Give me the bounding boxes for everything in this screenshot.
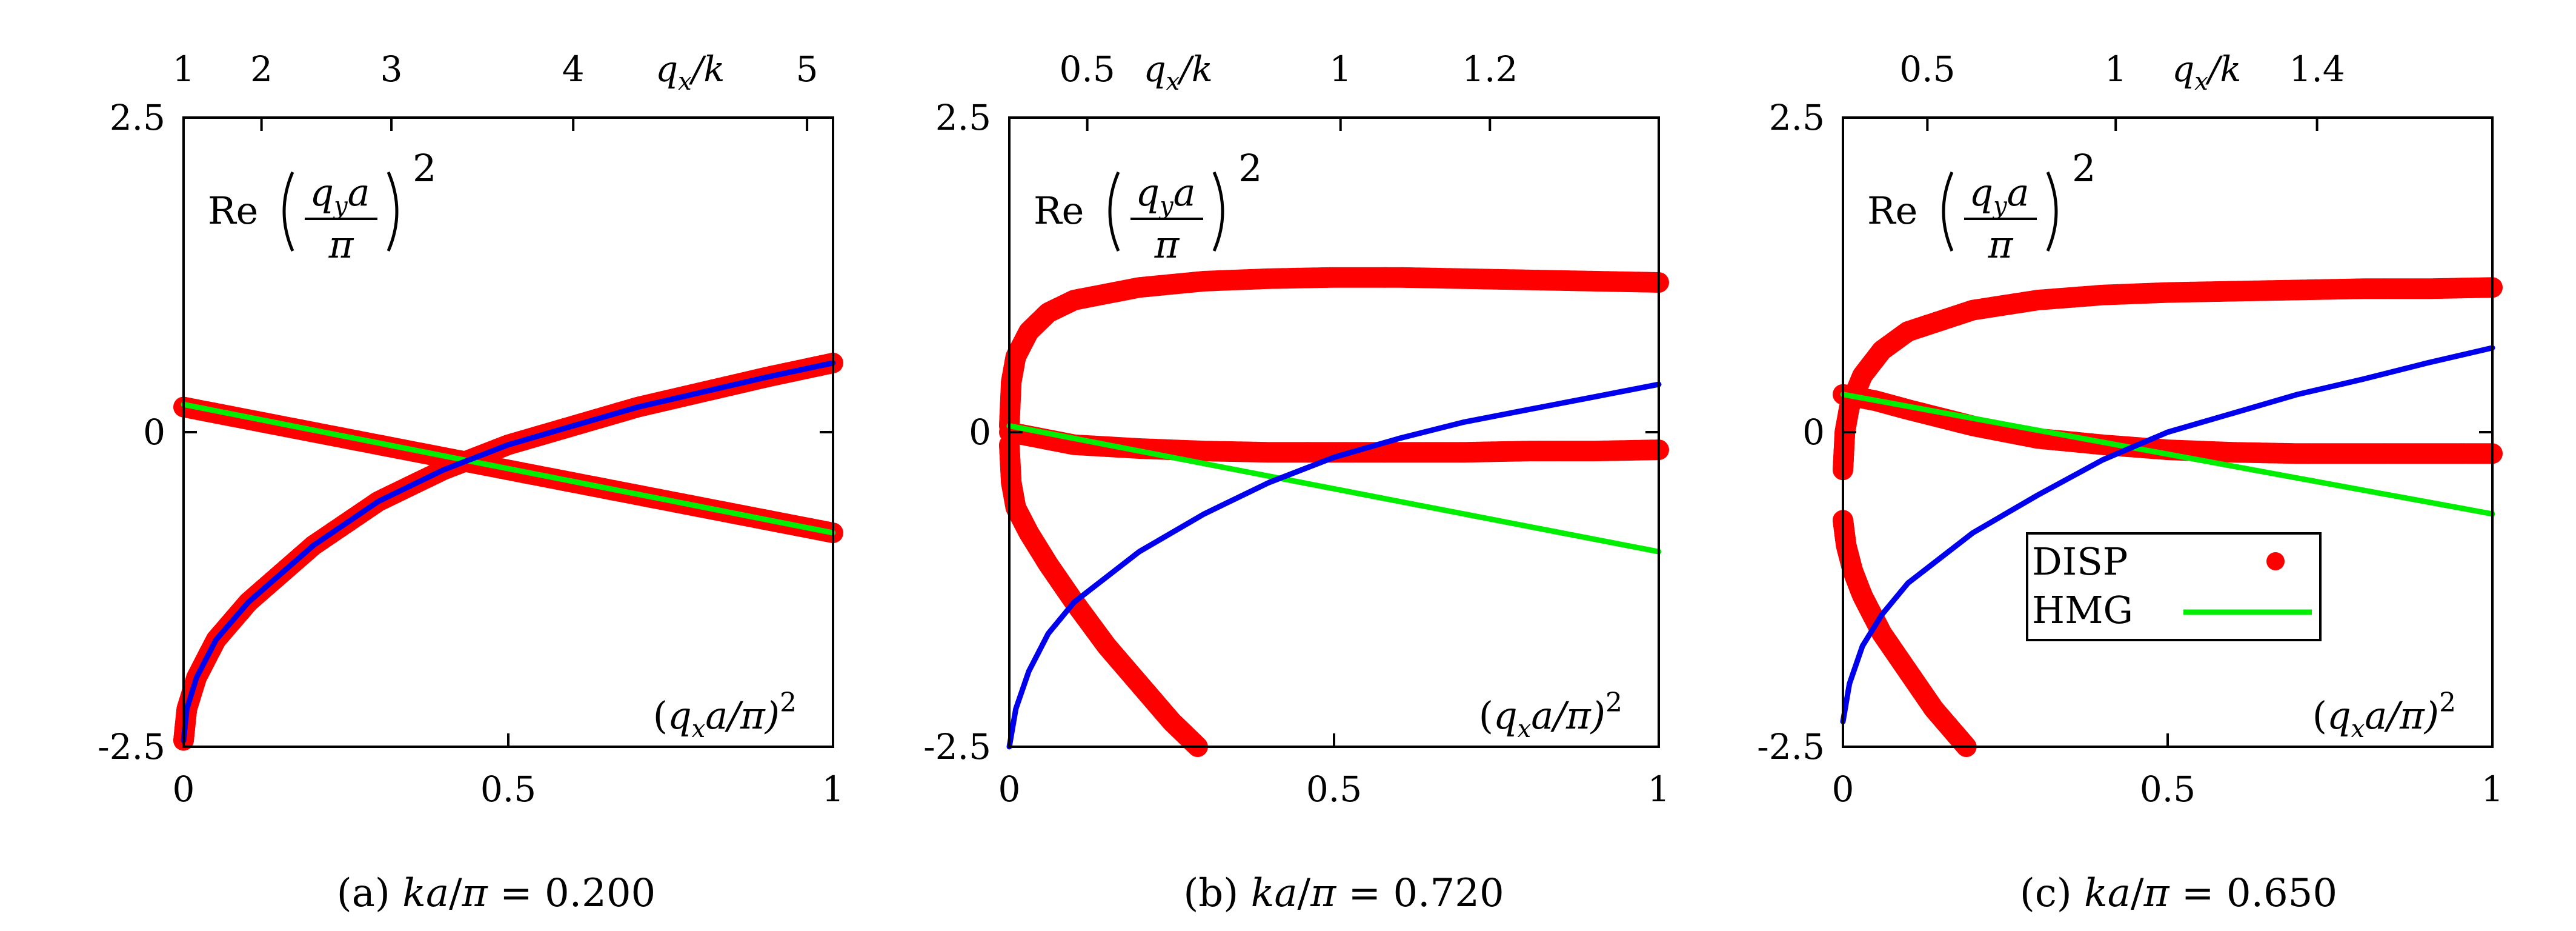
legend-hmg-label: HMG [2032, 588, 2133, 632]
series-hmg-3 [1006, 423, 1662, 555]
top-tick-label: 1.2 [1462, 48, 1518, 90]
blue-curve [181, 360, 836, 744]
y-label-paren-left [1942, 172, 1954, 252]
y-label-paren-right [387, 172, 399, 252]
x-tick-label: 0 [173, 769, 195, 810]
y-label-re: Re [1034, 189, 1084, 233]
y-tick-label: -2.5 [1757, 726, 1825, 767]
x-tick-label: 0.5 [480, 769, 536, 810]
y-label-re: Re [1867, 189, 1917, 233]
series-disp-0 [1833, 277, 2503, 481]
y-label-denominator: π [328, 222, 354, 267]
hmg-line [1840, 392, 2495, 517]
legend-box [2026, 532, 2322, 641]
y-tick-label: -2.5 [98, 726, 165, 767]
y-tick-label: 2.5 [935, 97, 991, 138]
y-tick-label: 0 [969, 412, 991, 453]
legend-disp-marker [2266, 552, 2285, 570]
series-disp-0 [173, 352, 843, 751]
hmg-line [181, 401, 836, 536]
top-tick-label: 0.5 [1899, 48, 1955, 90]
top-tick-label: 4 [562, 48, 585, 90]
panel-c: 0 0.5 1-2.502.50.5 1 1.4qx/kRe qyaπ2(qxa/π)2D… [1757, 48, 2503, 916]
top-tick-label: 3 [380, 48, 403, 90]
y-tick-label: 2.5 [110, 97, 165, 138]
series-blue-4 [1006, 381, 1662, 750]
series-hmg-2 [181, 401, 836, 536]
series-blue-3 [181, 360, 836, 744]
y-label-denominator: π [1988, 222, 2014, 267]
x-axis-label: (qxa/π)2 [1479, 687, 1622, 743]
blue-curve [1006, 381, 1662, 750]
y-label-denominator: π [1154, 222, 1180, 267]
x-tick-label: 0 [1832, 769, 1854, 810]
data-layer [173, 352, 843, 751]
x-tick-label: 1 [822, 769, 845, 810]
y-tick-label: 2.5 [1769, 97, 1825, 138]
data-layer [999, 267, 1669, 757]
y-label-paren-left [1108, 172, 1120, 252]
x-tick-label: 0.5 [1306, 769, 1362, 810]
series-blue-4 [1840, 345, 2495, 724]
data-layer [1833, 277, 2503, 757]
top-tick-label: 0.5 [1060, 48, 1115, 90]
y-tick-label: 0 [1802, 412, 1825, 453]
panel-a: 0 0.5 1-2.502.51 2 3 4 5qx/kRe qyaπ2(qxa/π)2(a)… [98, 48, 844, 916]
series-disp-2 [999, 434, 1208, 757]
caption: (c) ka/π = 0.650 [2020, 871, 2337, 916]
y-label-numerator: qya [310, 170, 370, 220]
top-tick-label: 1.4 [2289, 48, 2345, 90]
x-axis-label: (qxa/π)2 [2312, 687, 2456, 743]
hmg-line [1006, 423, 1662, 555]
y-label-paren-left [282, 172, 294, 252]
top-tick-label: 5 [796, 48, 818, 90]
y-label-exponent: 2 [1238, 146, 1262, 190]
series-disp-0 [999, 267, 1669, 436]
top-axis-label: qx/k [1144, 48, 1213, 96]
series-disp-2 [1833, 510, 1977, 757]
x-axis-label: (qxa/π)2 [653, 687, 797, 743]
top-tick-label: 1 [173, 48, 195, 90]
y-label-exponent: 2 [2072, 146, 2096, 190]
top-tick-label: 1 [2105, 48, 2127, 90]
top-axis-label: qx/k [2172, 48, 2241, 96]
y-label-re: Re [208, 189, 258, 233]
series-hmg-3 [1840, 392, 2495, 517]
y-label-exponent: 2 [413, 146, 436, 190]
y-tick-label: -2.5 [923, 726, 991, 767]
legend-disp-label: DISP [2032, 539, 2128, 584]
y-label-numerator: qya [1969, 170, 2029, 220]
x-tick-label: 1 [1648, 769, 1670, 810]
x-tick-label: 0.5 [2140, 769, 2196, 810]
top-tick-label: 2 [250, 48, 273, 90]
x-tick-label: 1 [2481, 769, 2504, 810]
y-label-numerator: qya [1135, 170, 1195, 220]
top-tick-label: 1 [1329, 48, 1352, 90]
x-tick-label: 0 [998, 769, 1021, 810]
blue-curve [1840, 345, 2495, 724]
top-axis-label: qx/k [656, 48, 725, 96]
caption: (b) ka/π = 0.720 [1183, 871, 1504, 916]
y-tick-label: 0 [143, 412, 165, 453]
y-label-paren-right [1212, 172, 1224, 252]
y-label-paren-right [2046, 172, 2058, 252]
caption: (a) ka/π = 0.200 [337, 871, 656, 916]
panel-b: 0 0.5 1-2.502.50.5 1 1.2qx/kRe qyaπ2(qxa/π)2(… [923, 48, 1670, 916]
